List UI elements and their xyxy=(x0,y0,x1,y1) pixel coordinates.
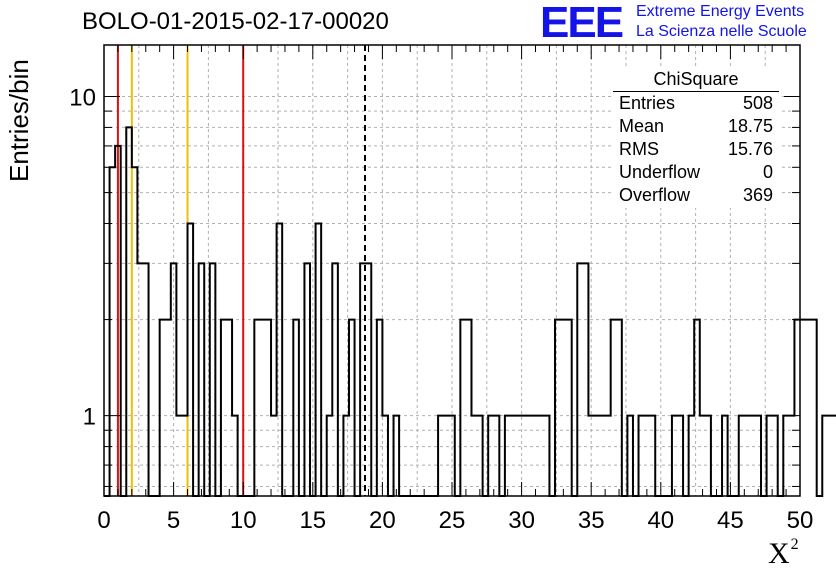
stats-value: 508 xyxy=(742,93,773,113)
stats-label: Entries xyxy=(619,93,676,113)
x-tick-label: 50 xyxy=(787,507,814,534)
stats-value: 18.75 xyxy=(727,116,773,136)
eee-logo: EEE xyxy=(540,0,624,47)
x-tick-label: 30 xyxy=(508,507,535,534)
x-axis-label: X2 xyxy=(768,536,799,571)
x-axis-label-base: X xyxy=(768,537,790,570)
stats-label: Mean xyxy=(619,116,665,136)
x-tick-label: 5 xyxy=(167,507,180,534)
x-tick-label: 25 xyxy=(439,507,466,534)
stats-row-entries: Entries 508 xyxy=(619,93,773,115)
stats-row-rms: RMS 15.76 xyxy=(619,139,773,161)
stats-title: ChiSquare xyxy=(653,69,739,89)
chart-title: BOLO-01-2015-02-17-00020 xyxy=(82,8,389,35)
x-tick-label: 40 xyxy=(647,507,674,534)
stats-box: ChiSquare Entries 508 Mean 18.75 RMS 15.… xyxy=(612,66,780,208)
x-tick-label: 45 xyxy=(717,507,744,534)
logo-line-2: La Scienza nelle Scuole xyxy=(636,23,807,40)
logo-line-1: Extreme Energy Events xyxy=(636,3,805,20)
stats-value: 369 xyxy=(742,185,773,205)
stats-value: 0 xyxy=(762,162,773,182)
x-axis-label-superscript: 2 xyxy=(790,536,799,553)
stats-label: Overflow xyxy=(619,185,691,205)
histogram-series xyxy=(104,126,836,497)
y-tick-label: 1 xyxy=(83,404,96,431)
x-tick-label: 10 xyxy=(230,507,257,534)
stats-row-overflow: Overflow 369 xyxy=(619,185,773,207)
x-tick-label: 0 xyxy=(97,507,110,534)
stats-label: Underflow xyxy=(619,162,701,182)
stats-value: 15.76 xyxy=(727,139,773,159)
x-tick-label: 35 xyxy=(578,507,605,534)
y-tick-label: 10 xyxy=(69,84,96,111)
x-tick-label: 15 xyxy=(299,507,326,534)
x-tick-label: 20 xyxy=(369,507,396,534)
stats-label: RMS xyxy=(619,139,659,159)
stats-row-mean: Mean 18.75 xyxy=(619,116,773,138)
y-axis-label: Entries/bin xyxy=(4,59,34,182)
stats-divider xyxy=(613,91,779,92)
stats-row-underflow: Underflow 0 xyxy=(619,162,773,184)
